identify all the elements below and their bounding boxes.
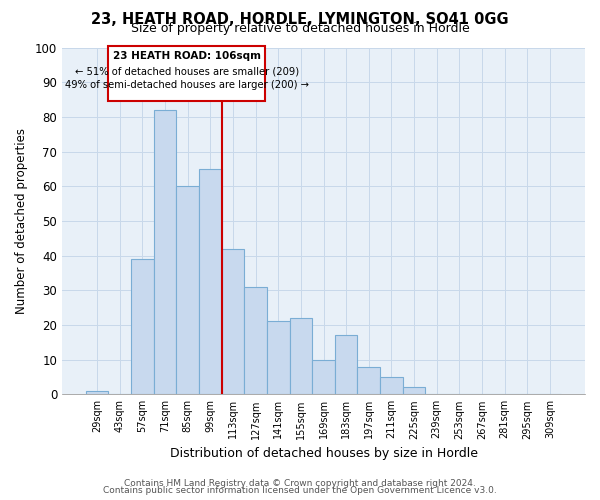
Bar [221, 248, 244, 394]
Bar [244, 287, 267, 395]
Y-axis label: Number of detached properties: Number of detached properties [15, 128, 28, 314]
Bar [131, 259, 154, 394]
Text: Size of property relative to detached houses in Hordle: Size of property relative to detached ho… [131, 22, 469, 35]
Text: 23 HEATH ROAD: 106sqm: 23 HEATH ROAD: 106sqm [113, 51, 260, 61]
X-axis label: Distribution of detached houses by size in Hordle: Distribution of detached houses by size … [170, 447, 478, 460]
Bar [267, 322, 290, 394]
Bar [380, 377, 403, 394]
Bar [312, 360, 335, 394]
FancyBboxPatch shape [109, 46, 265, 102]
Text: 49% of semi-detached houses are larger (200) →: 49% of semi-detached houses are larger (… [65, 80, 308, 90]
Bar [154, 110, 176, 395]
Text: ← 51% of detached houses are smaller (209): ← 51% of detached houses are smaller (20… [74, 66, 299, 76]
Text: Contains HM Land Registry data © Crown copyright and database right 2024.: Contains HM Land Registry data © Crown c… [124, 478, 476, 488]
Bar [403, 388, 425, 394]
Bar [335, 336, 358, 394]
Text: 23, HEATH ROAD, HORDLE, LYMINGTON, SO41 0GG: 23, HEATH ROAD, HORDLE, LYMINGTON, SO41 … [91, 12, 509, 26]
Bar [86, 391, 109, 394]
Bar [358, 366, 380, 394]
Bar [290, 318, 312, 394]
Bar [199, 169, 221, 394]
Bar [176, 186, 199, 394]
Text: Contains public sector information licensed under the Open Government Licence v3: Contains public sector information licen… [103, 486, 497, 495]
